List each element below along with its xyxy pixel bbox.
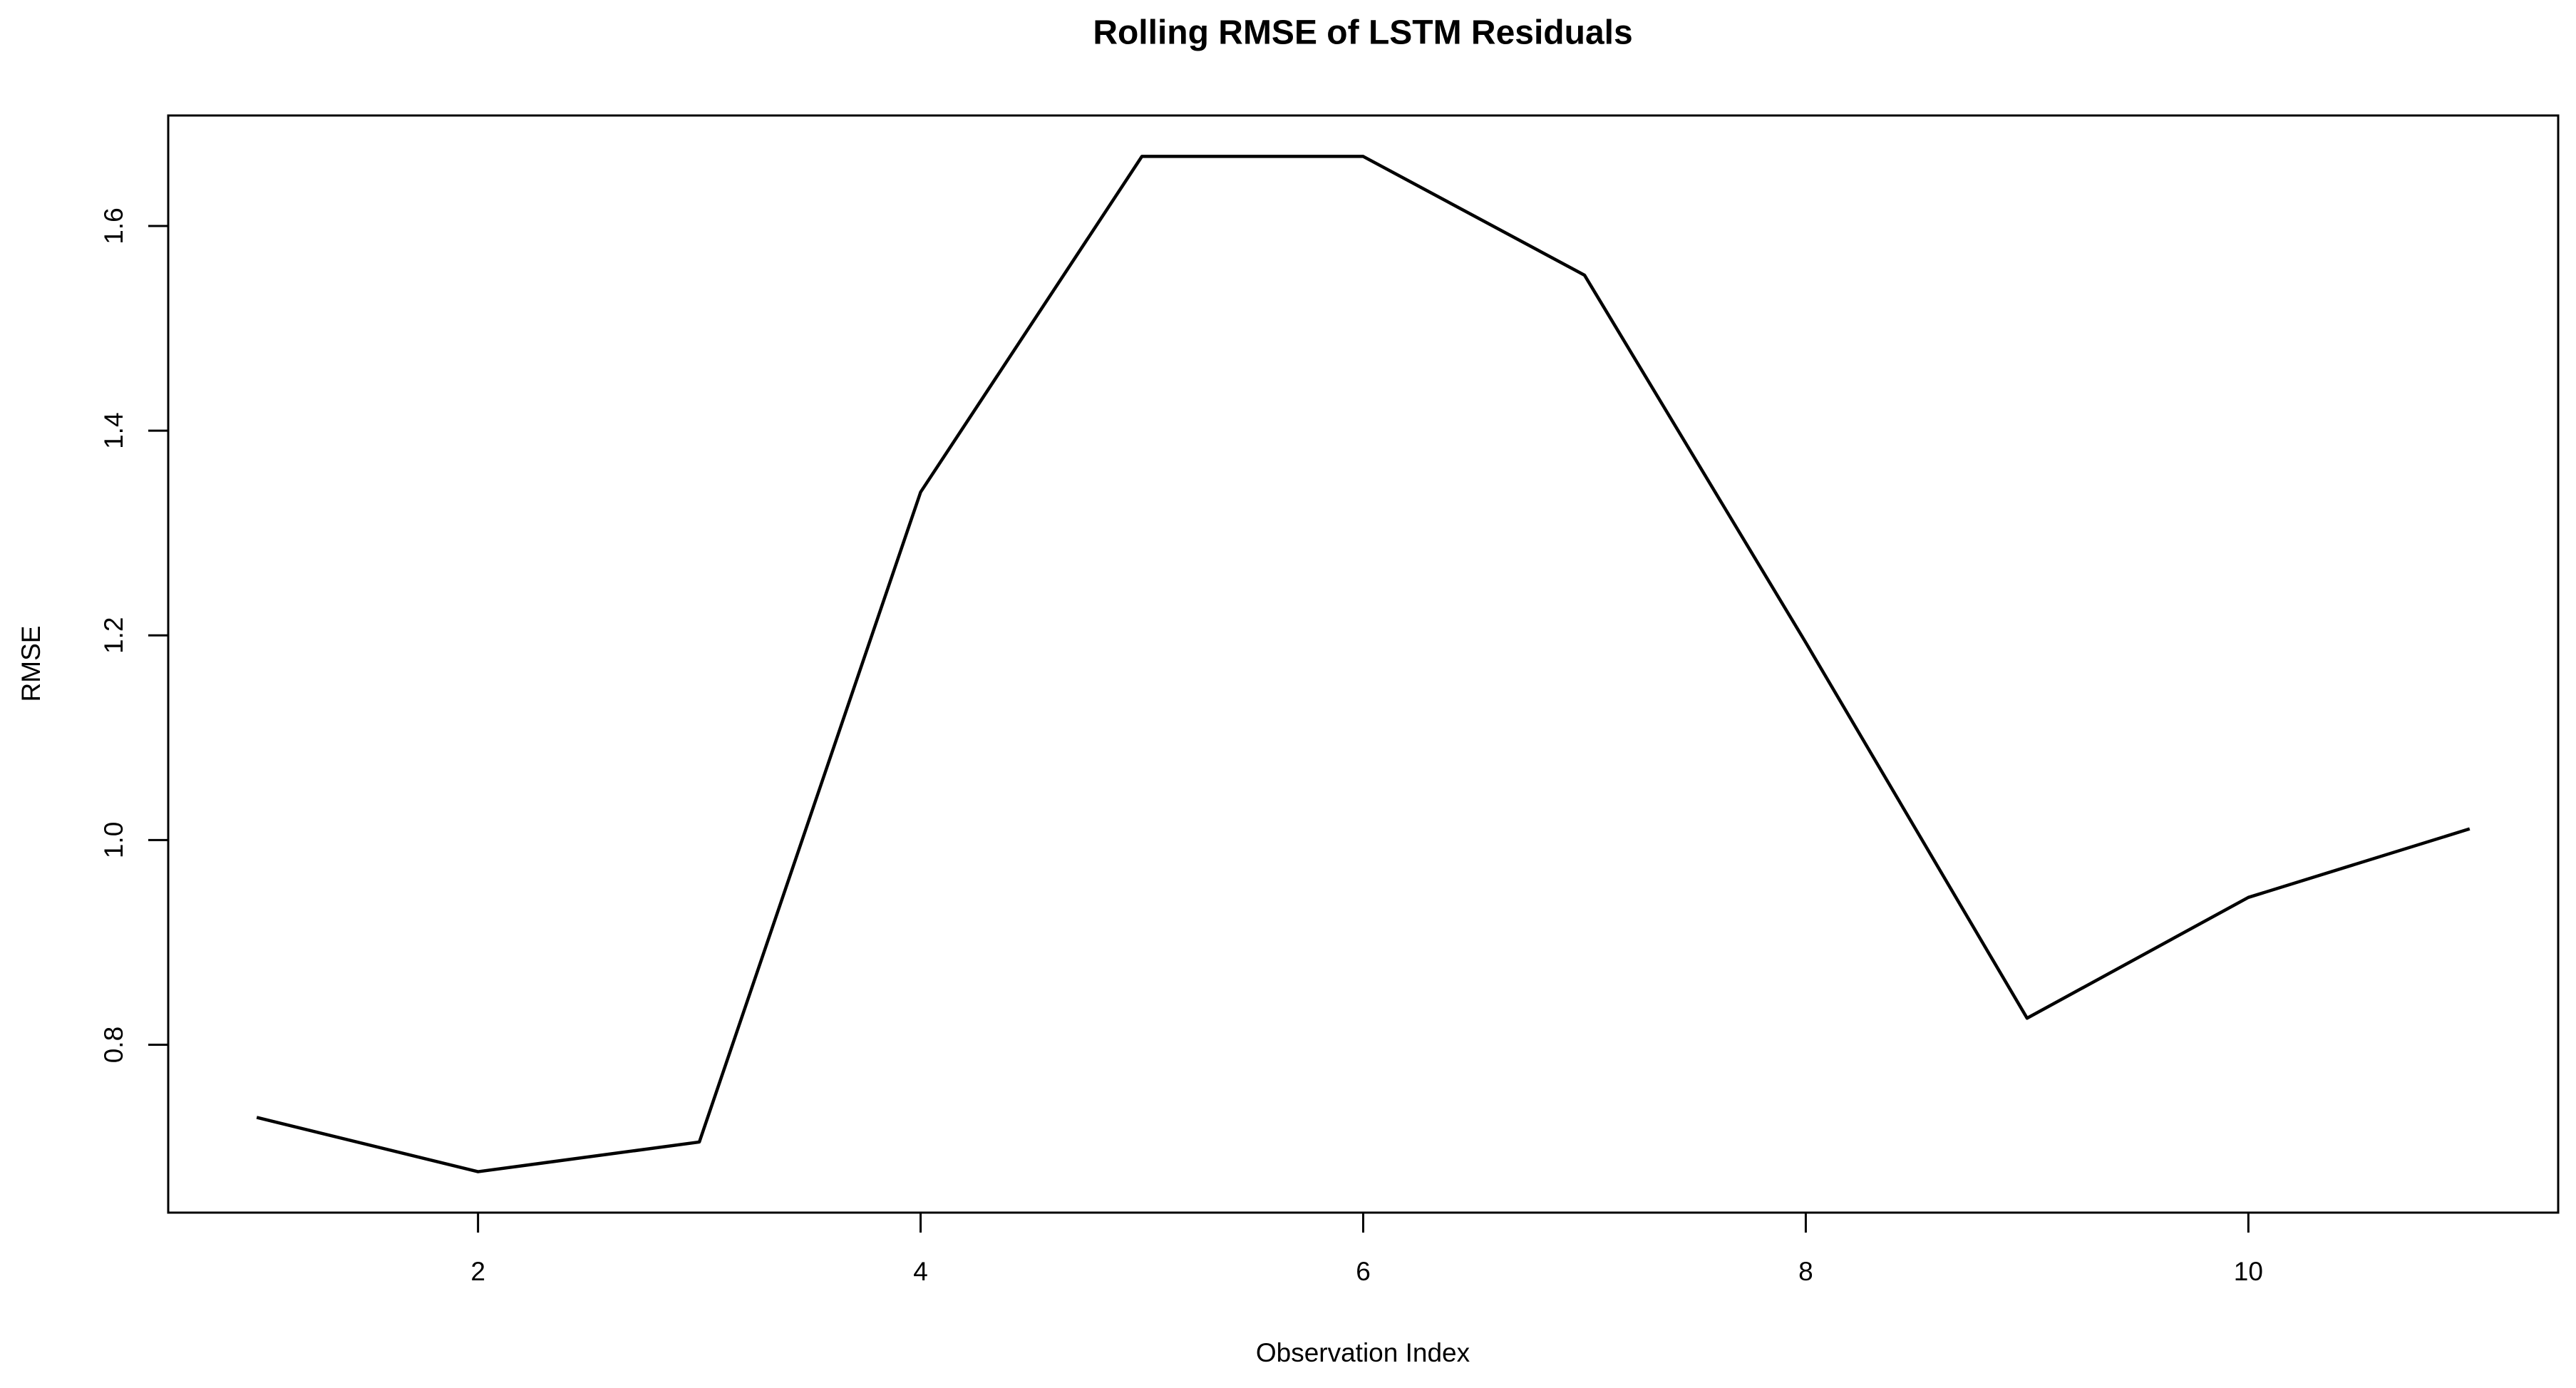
x-axis-label: Observation Index (1256, 1338, 1470, 1367)
chart-title: Rolling RMSE of LSTM Residuals (1093, 14, 1632, 52)
y-tick-label: 1.2 (99, 617, 128, 654)
x-tick-label: 2 (470, 1257, 485, 1286)
x-tick-label: 6 (1356, 1257, 1371, 1286)
x-tick-label: 10 (2234, 1257, 2263, 1286)
y-tick-label: 1.6 (99, 207, 128, 244)
y-tick-label: 0.8 (99, 1027, 128, 1063)
y-tick-label: 1.4 (99, 412, 128, 448)
x-tick-label: 8 (1798, 1257, 1813, 1286)
x-tick-label: 4 (913, 1257, 928, 1286)
y-tick-label: 1.0 (99, 822, 128, 858)
y-axis-label: RMSE (16, 626, 46, 702)
data-line (256, 155, 2471, 1173)
